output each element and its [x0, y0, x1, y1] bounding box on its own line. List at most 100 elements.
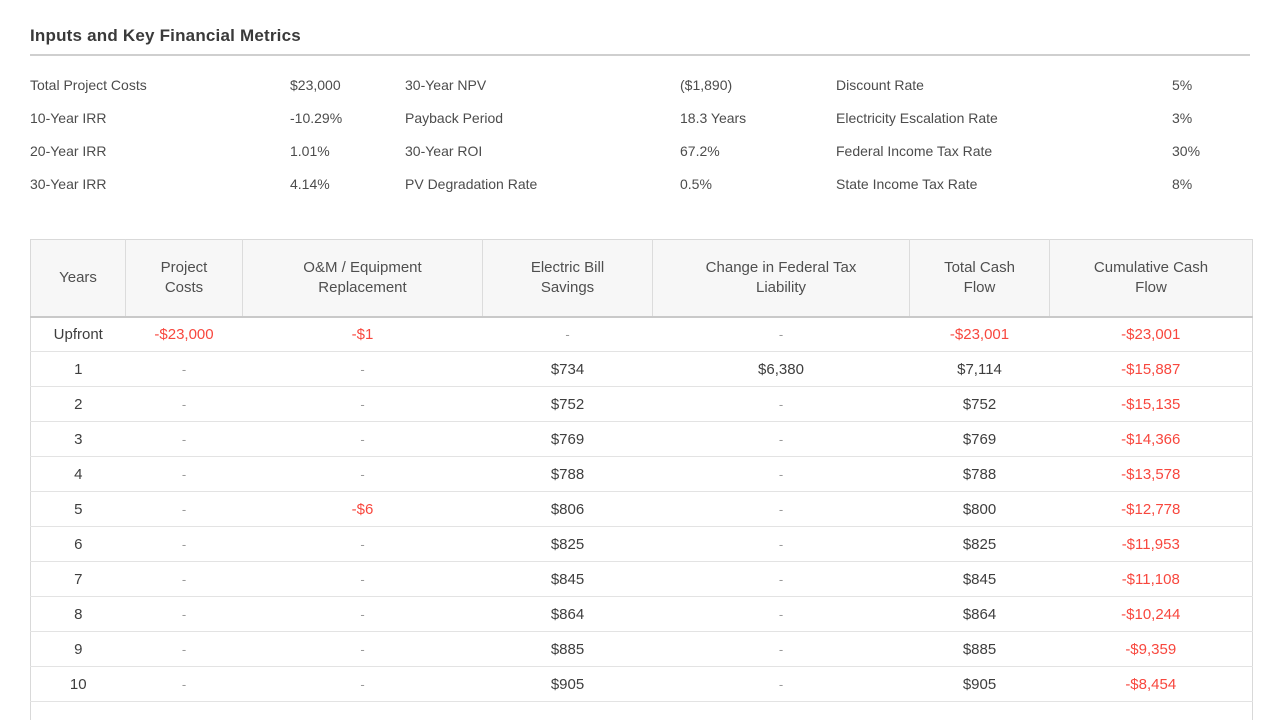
table-cell: $864	[909, 596, 1050, 632]
metrics-grid: Total Project Costs $23,000 30-Year NPV ($1…	[30, 69, 1250, 201]
table-cell: $864	[482, 596, 653, 632]
table-cell: -$9,359	[1049, 631, 1253, 667]
table-cell: $752	[482, 386, 653, 422]
table-cell: $7,114	[909, 351, 1050, 387]
table-cell: -	[652, 666, 910, 702]
table-cell: -	[242, 421, 483, 457]
table-cell: -	[652, 596, 910, 632]
table-cell: -	[652, 421, 910, 457]
table-cell: -	[242, 386, 483, 422]
column-header-line: Total Cash	[944, 258, 1015, 276]
metric-label: Payback Period	[405, 110, 504, 126]
column-header: O&M / Equipment Replacement	[242, 239, 483, 318]
table-cell	[30, 701, 126, 720]
table-cell: $800	[909, 491, 1050, 527]
column-header-line: O&M / Equipment	[303, 258, 422, 276]
report-page: Inputs and Key Financial Metrics Total P…	[0, 26, 1280, 720]
table-cell: -$23,001	[1049, 316, 1253, 352]
table-cell: $845	[909, 561, 1050, 597]
table-cell: -	[242, 596, 483, 632]
table-cell: -	[652, 631, 910, 667]
table-cell: -	[482, 316, 653, 352]
metric-label: Total Project Costs	[30, 77, 147, 93]
column-header: Electric Bill Savings	[482, 239, 653, 318]
table-cell: -$10,244	[1049, 596, 1253, 632]
table-cell: -$8,454	[1049, 666, 1253, 702]
metric-value: 4.14%	[290, 176, 330, 192]
year-cell: 2	[30, 386, 126, 422]
year-cell: Upfront	[30, 316, 126, 352]
table-cell	[242, 701, 483, 720]
year-cell: 4	[30, 456, 126, 492]
column-header-line: Cumulative Cash	[1093, 258, 1209, 276]
column-header-line: Liability	[755, 278, 807, 296]
table-cell: -$11,953	[1049, 526, 1253, 562]
table-cell: -	[125, 666, 243, 702]
metric-label: 30-Year ROI	[405, 143, 483, 159]
year-cell: 6	[30, 526, 126, 562]
table-body: Upfront -$23,000 -$1- - -$23,001 -$23,001 1- - $…	[30, 316, 1253, 720]
column-header: Total Cash Flow	[909, 239, 1050, 318]
column-header: Cumulative Cash Flow	[1049, 239, 1253, 318]
table-cell: -	[652, 316, 910, 352]
metric-label: 30-Year NPV	[405, 77, 487, 93]
metric-value: 1.01%	[290, 143, 330, 159]
column-header-line: Years	[59, 268, 97, 286]
cash-flow-table: Years Project Costs O&M / Equipment Replacem…	[30, 239, 1253, 720]
table-cell: -	[242, 351, 483, 387]
table-cell: -$1	[242, 316, 483, 352]
table-cell: -$12,778	[1049, 491, 1253, 527]
table-row: 9- - $885- $885 -$9,359	[30, 631, 1253, 667]
table-cell	[652, 701, 910, 720]
table-row: 10- - $905- $905 -$8,454	[30, 666, 1253, 702]
table-cell: -	[125, 351, 243, 387]
table-cell: -$14,366	[1049, 421, 1253, 457]
metric-value: $23,000	[290, 77, 341, 93]
table-cell: -	[125, 526, 243, 562]
metric-label: 10-Year IRR	[30, 110, 107, 126]
table-header-row: Years Project Costs O&M / Equipment Replacem…	[30, 239, 1253, 318]
metric-value: ($1,890)	[680, 77, 733, 93]
table-cell: -$23,001	[909, 316, 1050, 352]
table-cell: -$15,135	[1049, 386, 1253, 422]
table-cell: -	[242, 631, 483, 667]
column-header: Change in Federal Tax Liability	[652, 239, 910, 318]
table-cell: -	[125, 491, 243, 527]
metric-label: Discount Rate	[836, 77, 924, 93]
table-row: 5- -$6 $806- $800 -$12,778	[30, 491, 1253, 527]
table-cell: -$11,108	[1049, 561, 1253, 597]
metric-value: 0.5%	[680, 176, 712, 192]
table-cell: -$15,887	[1049, 351, 1253, 387]
table-cell: -$13,578	[1049, 456, 1253, 492]
column-header-line: Flow	[1135, 278, 1167, 296]
metric-value: 67.2%	[680, 143, 720, 159]
table-cell: $845	[482, 561, 653, 597]
table-cell: $6,380	[652, 351, 910, 387]
table-cell: -$6	[242, 491, 483, 527]
table-cell: -	[242, 456, 483, 492]
year-cell: 5	[30, 491, 126, 527]
table-row: Upfront -$23,000 -$1- - -$23,001 -$23,001	[30, 316, 1253, 352]
table-cell: $905	[909, 666, 1050, 702]
year-cell: 8	[30, 596, 126, 632]
column-header: Project Costs	[125, 239, 243, 318]
table-cell: $769	[909, 421, 1050, 457]
year-cell: 3	[30, 421, 126, 457]
table-row: 6- - $825- $825 -$11,953	[30, 526, 1253, 562]
table-row: 1- - $734 $6,380 $7,114 -$15,887	[30, 351, 1253, 387]
table-cell: -	[125, 596, 243, 632]
table-cell: -	[125, 561, 243, 597]
year-cell: 1	[30, 351, 126, 387]
metric-value: 5%	[1172, 77, 1193, 93]
column-header-line: Flow	[963, 278, 996, 296]
table-header: Years Project Costs O&M / Equipment Replacem…	[30, 239, 1253, 318]
metric-label: 30-Year IRR	[30, 176, 107, 192]
column-header-line: Replacement	[318, 278, 407, 296]
table-cell: -	[125, 386, 243, 422]
column-header-line: Costs	[164, 278, 204, 296]
table-cell: $825	[909, 526, 1050, 562]
metric-label: Electricity Escalation Rate	[836, 110, 998, 126]
table-cell	[1049, 701, 1253, 720]
table-cell: $825	[482, 526, 653, 562]
table-cell: $788	[909, 456, 1050, 492]
